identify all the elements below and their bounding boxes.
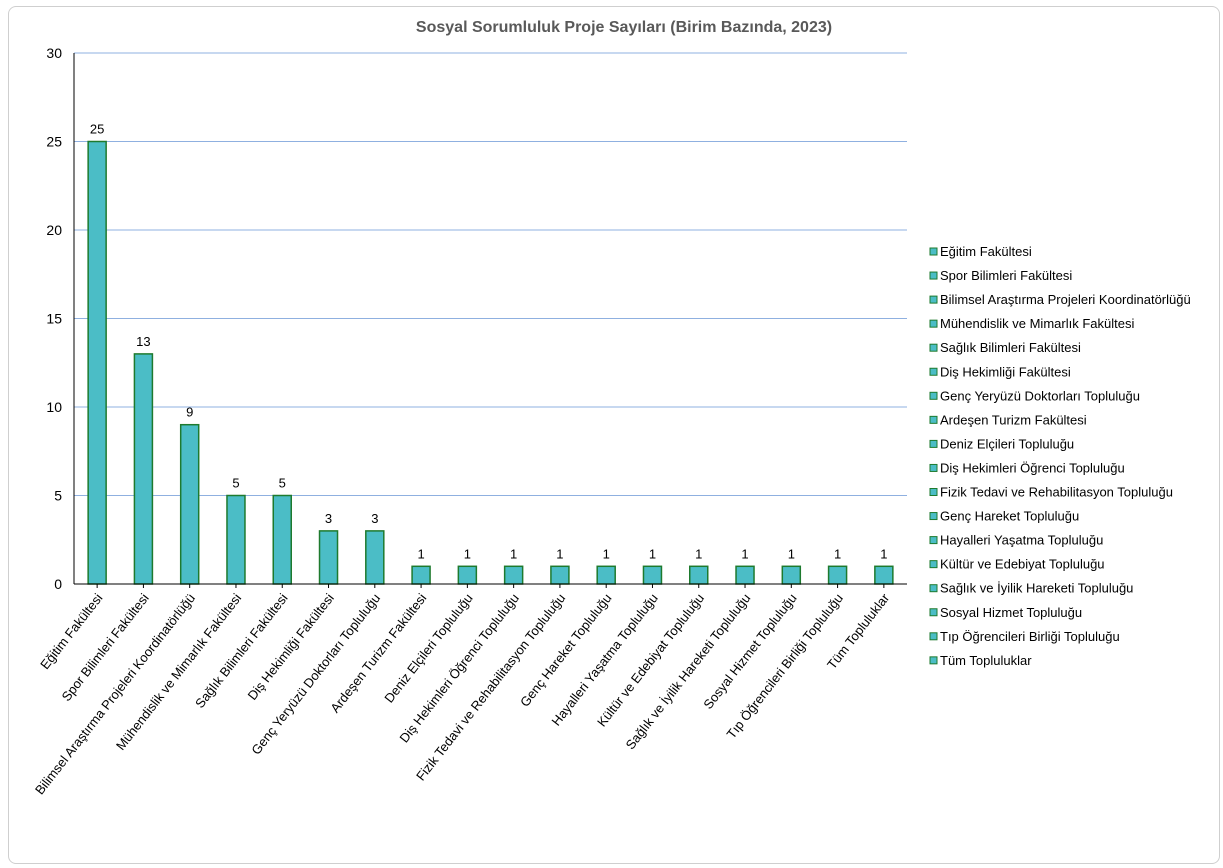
legend-swatch bbox=[929, 319, 938, 328]
x-tick-label: Genç Hareket Topluluğu bbox=[517, 591, 615, 710]
data-label: 1 bbox=[603, 546, 610, 561]
legend-swatch bbox=[929, 247, 938, 256]
legend-swatch bbox=[929, 488, 938, 496]
legend-entry: Bilimsel Araştırma Projeleri Koordinatör… bbox=[940, 292, 1191, 307]
legend-entry: Sağlık Bilimleri Fakültesi bbox=[940, 340, 1081, 355]
legend-swatch bbox=[929, 584, 938, 593]
data-label: 1 bbox=[788, 546, 795, 561]
data-label: 5 bbox=[279, 476, 286, 491]
legend-swatch bbox=[929, 463, 938, 472]
bar bbox=[689, 565, 709, 585]
bar bbox=[550, 565, 570, 585]
data-label: 3 bbox=[325, 511, 332, 526]
legend-entry: Tüm Topluluklar bbox=[940, 653, 1032, 668]
legend-swatch bbox=[929, 439, 938, 448]
y-tick-label: 0 bbox=[54, 576, 62, 592]
bar bbox=[87, 140, 107, 585]
y-axis: 0 5 10 15 20 25 30 bbox=[46, 45, 75, 592]
legend-entry: Fizik Tedavi ve Rehabilitasyon Topluluğu bbox=[940, 485, 1173, 500]
bar bbox=[318, 530, 339, 585]
bar bbox=[642, 565, 663, 585]
data-label: 13 bbox=[136, 334, 150, 349]
y-tick-label: 25 bbox=[46, 134, 62, 150]
bar bbox=[596, 565, 616, 585]
data-label: 1 bbox=[417, 546, 424, 561]
chart-frame: Sosyal Sorumluluk Proje Sayıları (Birim … bbox=[8, 6, 1220, 864]
bar bbox=[365, 530, 385, 585]
data-label: 1 bbox=[510, 546, 517, 561]
x-tick-label: Spor Bilimleri Fakültesi bbox=[59, 591, 152, 705]
legend-entry: Diş Hekimleri Öğrenci Topluluğu bbox=[940, 460, 1125, 475]
legend-entry: Eğitim Fakültesi bbox=[940, 244, 1032, 259]
data-label: 3 bbox=[371, 511, 378, 526]
legend-swatch bbox=[929, 560, 938, 569]
bar bbox=[457, 565, 478, 585]
data-label: 25 bbox=[90, 122, 104, 137]
bar-chart: Sosyal Sorumluluk Proje Sayıları (Birim … bbox=[32, 19, 1191, 797]
legend-swatch bbox=[929, 656, 938, 665]
bar bbox=[735, 565, 755, 585]
legend-entry: Deniz Elçileri Topluluğu bbox=[940, 436, 1074, 451]
legend-swatch bbox=[929, 343, 938, 352]
bar bbox=[411, 565, 431, 585]
legend-entry: Genç Yeryüzü Doktorları Topluluğu bbox=[940, 388, 1140, 403]
chart-title: Sosyal Sorumluluk Proje Sayıları (Birim … bbox=[416, 19, 832, 36]
legend-entry: Hayalleri Yaşatma Topluluğu bbox=[940, 533, 1103, 548]
y-tick-label: 30 bbox=[46, 45, 62, 61]
legend-entry: Kültür ve Edebiyat Topluluğu bbox=[940, 557, 1105, 572]
y-tick-label: 5 bbox=[54, 488, 62, 504]
bar bbox=[133, 353, 154, 585]
legend-swatch bbox=[929, 367, 938, 376]
data-label: 1 bbox=[695, 546, 702, 561]
x-tick-label: Sağlık Bilimleri Fakültesi bbox=[192, 591, 291, 711]
data-label: 1 bbox=[880, 546, 887, 561]
data-label: 1 bbox=[834, 546, 841, 561]
legend-swatch bbox=[929, 632, 938, 641]
grid-lines bbox=[74, 52, 907, 496]
bar bbox=[827, 565, 848, 585]
bar bbox=[874, 565, 894, 585]
legend-entry: Spor Bilimleri Fakültesi bbox=[940, 268, 1072, 283]
data-label: 5 bbox=[232, 476, 239, 491]
legend-entry: Sağlık ve İyilik Hareketi Topluluğu bbox=[940, 581, 1133, 596]
legend-entry: Mühendislik ve Mimarlık Fakültesi bbox=[940, 316, 1134, 331]
y-tick-label: 10 bbox=[46, 399, 62, 415]
bar bbox=[781, 565, 802, 585]
x-tick-label: Sosyal Hizmet Topluluğu bbox=[700, 591, 799, 712]
legend-swatch bbox=[929, 512, 938, 521]
legend-entry: Sosyal Hizmet Topluluğu bbox=[940, 605, 1082, 620]
bar bbox=[272, 494, 292, 585]
bar bbox=[179, 423, 200, 585]
legend-swatch bbox=[929, 295, 938, 304]
legend-entry: Genç Hareket Topluluğu bbox=[940, 509, 1079, 524]
legend: Eğitim Fakültesi Spor Bilimleri Fakültesi… bbox=[929, 244, 1191, 668]
y-tick-label: 15 bbox=[46, 311, 62, 327]
legend-swatch bbox=[929, 415, 938, 424]
bar bbox=[226, 494, 246, 585]
data-label: 1 bbox=[556, 546, 563, 561]
legend-swatch bbox=[929, 536, 938, 545]
data-label: 9 bbox=[186, 405, 193, 420]
legend-swatch bbox=[929, 608, 938, 617]
data-label: 1 bbox=[741, 546, 748, 561]
bars: 25 13 9 5 5 3 3 1 1 1 1 1 1 1 1 1 1 1 bbox=[87, 122, 894, 585]
legend-entry: Tıp Öğrencileri Birliği Topluluğu bbox=[940, 629, 1120, 644]
x-tick-label: Deniz Elçileri Topluluğu bbox=[381, 591, 475, 706]
legend-entry: Ardeşen Turizm Fakültesi bbox=[940, 412, 1087, 427]
data-label: 1 bbox=[649, 546, 656, 561]
legend-swatch bbox=[929, 391, 938, 400]
y-tick-label: 20 bbox=[46, 222, 62, 238]
legend-swatch bbox=[929, 271, 938, 280]
x-tick-label: Diş Hekimliği Fakültesi bbox=[245, 591, 337, 703]
data-label: 1 bbox=[464, 546, 471, 561]
bar bbox=[503, 565, 524, 585]
legend-entry: Diş Hekimliği Fakültesi bbox=[940, 364, 1071, 379]
